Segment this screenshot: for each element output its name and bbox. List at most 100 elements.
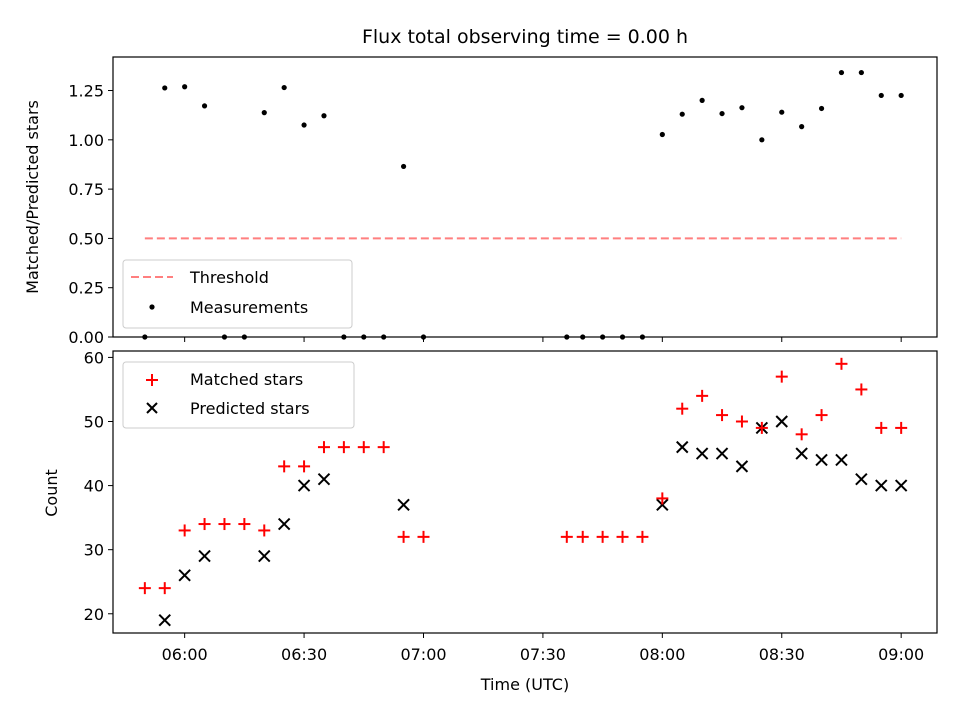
x-tick-label: 09:00 <box>878 645 924 664</box>
matched-point <box>298 460 311 473</box>
x-tick-label: 08:30 <box>759 645 805 664</box>
matched-point <box>855 383 868 396</box>
bottom-y-tick-label: 50 <box>84 413 104 432</box>
predicted-point-stroke <box>795 447 808 460</box>
measurement-point <box>659 131 665 138</box>
measurement-point <box>261 110 267 116</box>
matched-point <box>735 415 748 428</box>
predicted-point-stroke <box>656 498 669 512</box>
bottom-data-marks <box>138 357 908 627</box>
predicted-point-stroke <box>815 453 828 467</box>
matched-point <box>716 409 729 422</box>
matched-point <box>258 524 271 537</box>
predicted-point <box>258 549 271 563</box>
predicted-point <box>317 472 331 486</box>
predicted-point <box>775 415 788 428</box>
matched-point <box>417 530 430 543</box>
top-y-tick-label: 0.25 <box>68 279 104 298</box>
legend-predicted-label: Predicted stars <box>190 399 310 418</box>
top-y-tick-label: 0.75 <box>68 180 104 199</box>
matched-point <box>397 530 410 543</box>
predicted-point <box>735 460 749 473</box>
measurement-point <box>400 163 407 170</box>
measurement-point <box>182 84 188 90</box>
measurement-point <box>858 69 864 76</box>
predicted-point-stroke <box>715 447 729 460</box>
matched-point <box>775 370 788 383</box>
matched-point <box>198 518 211 531</box>
measurement-point <box>779 109 785 115</box>
matched-point <box>616 530 629 543</box>
legend-predicted-swatch <box>146 402 158 414</box>
x-axis-label: Time (UTC) <box>480 675 569 694</box>
top-y-tick-label: 0.50 <box>68 229 104 248</box>
measurement-point <box>818 105 825 112</box>
matched-point <box>278 460 291 473</box>
legend-measurements-swatch <box>149 304 155 310</box>
predicted-point-stroke <box>397 498 410 512</box>
top-y-tick-label: 0.00 <box>68 328 104 347</box>
predicted-point <box>158 613 171 627</box>
predicted-point-stroke <box>258 549 271 563</box>
ratio-panel: Flux total observing time = 0.00 h Match… <box>23 26 938 347</box>
measurement-point <box>799 124 805 130</box>
top-y-axis-label: Matched/Predicted stars <box>23 100 42 294</box>
predicted-point-stroke <box>735 460 749 473</box>
measurement-point <box>739 105 745 111</box>
top-legend-box <box>122 259 353 329</box>
measurement-point <box>162 85 168 91</box>
matched-point <box>835 357 848 370</box>
matched-point <box>138 582 151 595</box>
measurement-point <box>301 122 307 128</box>
matched-point <box>875 421 888 434</box>
predicted-point-stroke <box>775 415 788 428</box>
predicted-point <box>297 479 311 492</box>
matched-point <box>158 582 171 595</box>
top-plot-frame <box>112 56 938 338</box>
legend-threshold-label: Threshold <box>189 268 269 287</box>
predicted-point <box>855 472 868 486</box>
matched-point <box>357 441 370 454</box>
chart-title: Flux total observing time = 0.00 h <box>362 26 688 48</box>
predicted-point-stroke <box>297 479 311 492</box>
matched-point <box>317 441 330 454</box>
x-tick-label: 07:00 <box>400 645 446 664</box>
matched-point <box>238 518 251 531</box>
bottom-axis-ticks: 20 30 40 50 60 06:00 06:30 07:00 07:30 08:00 08:30… <box>84 348 925 664</box>
top-y-tick-label: 1.00 <box>68 131 104 150</box>
matched-point <box>676 402 689 415</box>
matched-point <box>656 492 669 505</box>
predicted-point-stroke <box>835 453 848 467</box>
x-tick-label: 06:00 <box>162 645 208 664</box>
predicted-point-stroke <box>855 472 868 486</box>
matched-point <box>696 389 709 402</box>
predicted-point-stroke <box>676 440 689 454</box>
matched-point <box>377 441 390 454</box>
bottom-legend-box <box>122 361 355 429</box>
legend-matched-swatch <box>146 374 158 386</box>
predicted-point-stroke <box>894 479 908 492</box>
predicted-point <box>198 549 211 563</box>
measurement-point <box>321 113 327 119</box>
predicted-point-stroke <box>178 569 191 582</box>
measurement-point <box>898 92 904 99</box>
bottom-y-tick-label: 20 <box>84 605 104 624</box>
measurement-point <box>201 103 208 109</box>
matched-point <box>596 530 609 543</box>
predicted-point-stroke <box>198 549 211 563</box>
matched-point <box>815 409 828 422</box>
bottom-plot-frame <box>112 350 938 634</box>
bottom-y-tick-label: 30 <box>84 541 104 560</box>
matched-point <box>895 421 908 434</box>
predicted-point <box>894 479 908 492</box>
measurement-point <box>838 69 845 76</box>
count-panel: Count Time (UTC) 20 30 40 50 60 06:00 06:30 07:… <box>42 348 938 694</box>
predicted-point <box>815 453 828 467</box>
top-y-tick-label: 1.25 <box>68 82 104 101</box>
measurement-point <box>878 92 884 99</box>
predicted-point <box>875 479 888 492</box>
predicted-point <box>695 447 709 460</box>
predicted-point <box>835 453 848 467</box>
x-tick-label: 08:00 <box>639 645 685 664</box>
